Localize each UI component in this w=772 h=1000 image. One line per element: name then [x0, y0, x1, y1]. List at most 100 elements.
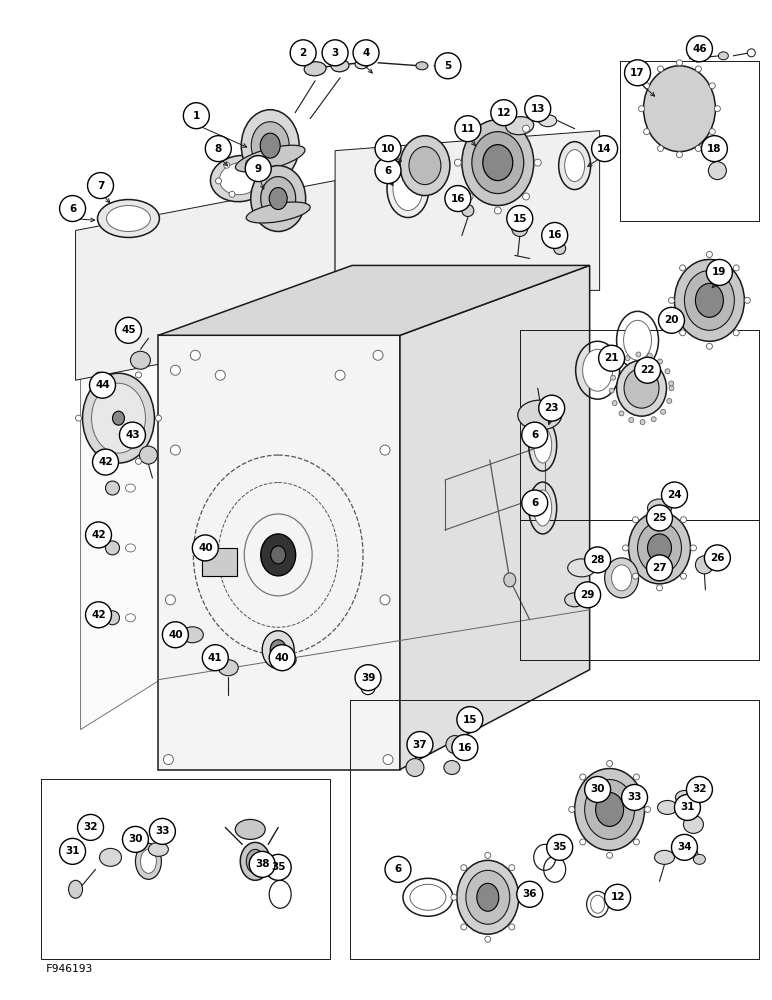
Ellipse shape [485, 936, 491, 942]
Ellipse shape [523, 125, 530, 132]
Circle shape [591, 136, 618, 162]
Text: 42: 42 [91, 610, 106, 620]
Circle shape [522, 490, 547, 516]
Ellipse shape [416, 62, 428, 70]
Ellipse shape [596, 792, 624, 826]
Ellipse shape [261, 534, 296, 576]
Circle shape [86, 522, 111, 548]
Ellipse shape [633, 774, 639, 780]
Ellipse shape [669, 386, 674, 391]
Text: 38: 38 [255, 859, 269, 869]
Text: 45: 45 [121, 325, 136, 335]
Circle shape [116, 317, 141, 343]
Text: 28: 28 [591, 555, 605, 565]
Text: 35: 35 [553, 842, 567, 852]
Polygon shape [76, 181, 335, 380]
Ellipse shape [485, 852, 491, 858]
Ellipse shape [466, 870, 510, 924]
Ellipse shape [675, 259, 744, 341]
Circle shape [704, 545, 730, 571]
Ellipse shape [218, 660, 239, 676]
Text: 39: 39 [361, 673, 375, 683]
Ellipse shape [569, 806, 574, 812]
Text: 6: 6 [531, 430, 538, 440]
Ellipse shape [251, 122, 290, 170]
Ellipse shape [655, 850, 675, 864]
Ellipse shape [96, 372, 101, 378]
Bar [202, 548, 237, 576]
Circle shape [202, 645, 229, 671]
Ellipse shape [534, 159, 541, 166]
Ellipse shape [658, 66, 663, 72]
Circle shape [522, 422, 547, 448]
Ellipse shape [624, 320, 652, 360]
Circle shape [525, 96, 550, 122]
Text: 6: 6 [69, 204, 76, 214]
Ellipse shape [609, 388, 615, 393]
Text: 40: 40 [198, 543, 212, 553]
Ellipse shape [676, 790, 693, 804]
Ellipse shape [106, 541, 120, 555]
Text: 20: 20 [664, 315, 679, 325]
Circle shape [625, 60, 651, 86]
Ellipse shape [92, 383, 145, 453]
Ellipse shape [393, 167, 423, 211]
Ellipse shape [494, 207, 501, 214]
Ellipse shape [509, 924, 515, 930]
Ellipse shape [462, 120, 533, 206]
Ellipse shape [409, 147, 441, 185]
Ellipse shape [519, 894, 525, 900]
Ellipse shape [696, 145, 702, 151]
Ellipse shape [539, 115, 557, 127]
Ellipse shape [444, 761, 460, 775]
Circle shape [539, 395, 564, 421]
Ellipse shape [693, 854, 706, 864]
Ellipse shape [140, 446, 157, 464]
Text: 33: 33 [628, 792, 642, 802]
Ellipse shape [647, 353, 652, 358]
Polygon shape [80, 260, 161, 730]
Ellipse shape [676, 152, 682, 158]
Text: 26: 26 [710, 553, 725, 563]
Ellipse shape [97, 200, 159, 237]
Text: 41: 41 [208, 653, 222, 663]
Circle shape [635, 357, 661, 383]
Text: 30: 30 [591, 784, 605, 794]
Ellipse shape [410, 884, 446, 910]
Ellipse shape [661, 409, 665, 414]
Text: 40: 40 [275, 653, 290, 663]
Ellipse shape [135, 843, 161, 879]
Circle shape [542, 223, 567, 248]
Circle shape [646, 505, 672, 531]
Ellipse shape [148, 842, 168, 856]
Ellipse shape [259, 173, 265, 179]
Text: 15: 15 [513, 214, 527, 224]
Text: 5: 5 [444, 61, 452, 71]
Ellipse shape [633, 839, 639, 845]
Ellipse shape [141, 849, 157, 873]
Ellipse shape [126, 484, 135, 492]
Circle shape [702, 136, 727, 162]
Text: 31: 31 [680, 802, 695, 812]
Ellipse shape [580, 774, 586, 780]
Circle shape [457, 707, 482, 733]
Circle shape [706, 259, 733, 285]
Text: 7: 7 [96, 181, 104, 191]
Ellipse shape [559, 142, 591, 190]
Text: 6: 6 [394, 864, 401, 874]
Ellipse shape [619, 411, 624, 416]
Circle shape [120, 422, 145, 448]
Text: 34: 34 [677, 842, 692, 852]
Text: 32: 32 [83, 822, 98, 832]
Ellipse shape [696, 283, 723, 317]
Ellipse shape [625, 356, 630, 361]
Circle shape [59, 196, 86, 222]
Polygon shape [158, 265, 590, 335]
Ellipse shape [706, 251, 713, 257]
Ellipse shape [106, 611, 120, 625]
Ellipse shape [482, 145, 513, 181]
Ellipse shape [617, 360, 666, 416]
Ellipse shape [611, 565, 631, 591]
Circle shape [646, 555, 672, 581]
Text: 22: 22 [640, 365, 655, 375]
